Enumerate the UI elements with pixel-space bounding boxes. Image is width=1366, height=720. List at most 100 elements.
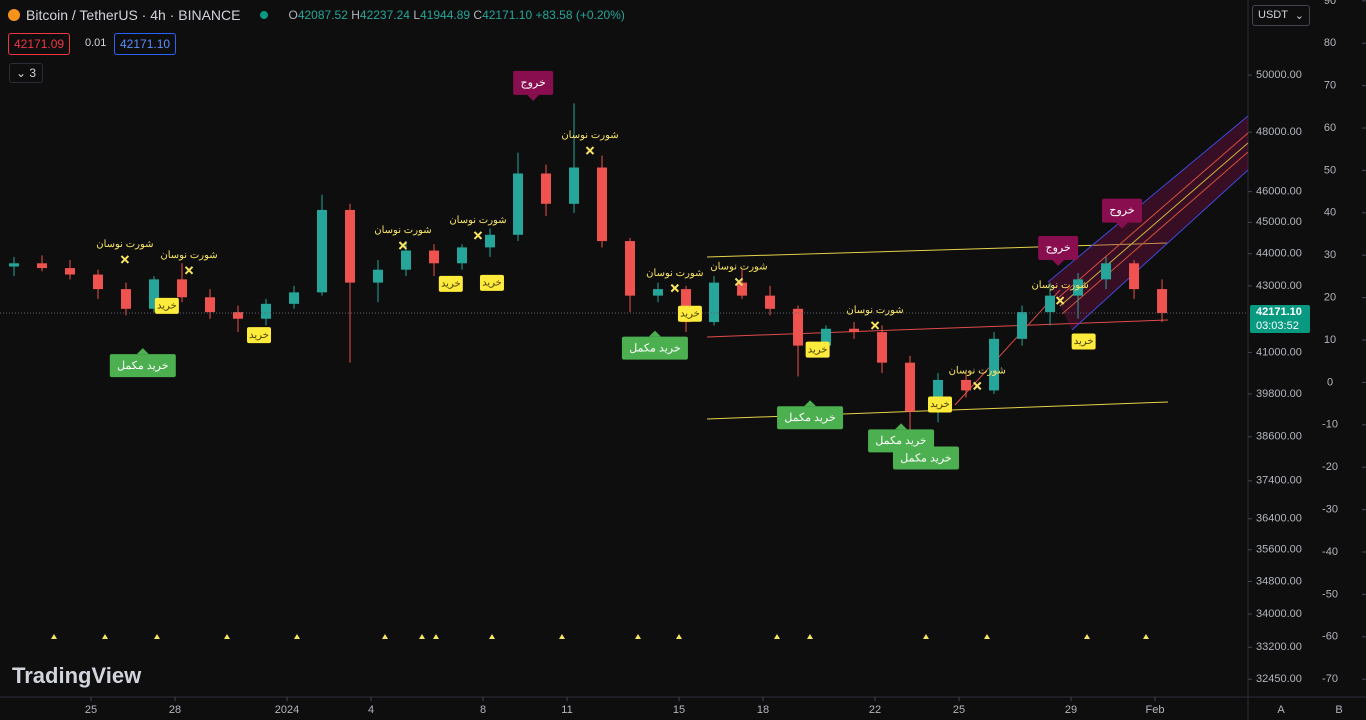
candle-body: [765, 295, 776, 309]
exit-box: [513, 70, 554, 95]
exit-label: خروج: [1109, 204, 1134, 216]
coin-icon: [8, 9, 20, 21]
candle-body: [177, 279, 188, 298]
y-tick-label: 34800.00: [1256, 575, 1302, 587]
last-price-label: 42171.10: [1256, 306, 1302, 318]
currency: USDT: [1258, 9, 1288, 21]
candle-body: [793, 308, 804, 346]
x-tick-label: 29: [1065, 704, 1077, 716]
trend-line: [706, 319, 1169, 338]
add-label: خرید مکمل: [784, 412, 835, 424]
ohlc-value: 42171.10: [482, 8, 533, 22]
add-label: خرید مکمل: [629, 343, 680, 355]
spread: 0.01: [85, 37, 107, 49]
short-label: شورت نوسان: [710, 262, 767, 273]
y-tick-label: 39800.00: [1256, 388, 1302, 400]
y-tick-label: 34000.00: [1256, 608, 1302, 620]
channel-line: [1047, 115, 1249, 283]
x-tick-label: 25: [85, 704, 97, 716]
x-tick-label: 8: [480, 704, 486, 716]
channel-line: [1059, 142, 1249, 307]
short-marker: [585, 146, 595, 155]
buy-label: خرید: [482, 278, 502, 289]
short-marker: [184, 266, 194, 275]
buy-box: [805, 341, 830, 358]
y-tick-label: 37400.00: [1256, 475, 1302, 487]
add-pointer: [919, 440, 932, 447]
buy-label: خرید: [930, 399, 950, 410]
candle-body: [121, 289, 132, 309]
exit-pointer: [1115, 222, 1128, 229]
x-tick-label: 28: [169, 704, 181, 716]
sell-price[interactable]: 42171.09: [8, 33, 71, 55]
candle-body: [1101, 263, 1112, 280]
y-tick-label: 46000.00: [1256, 186, 1302, 198]
short-marker: [734, 277, 744, 287]
candle-body: [261, 303, 272, 319]
watermark: TradingView: [12, 663, 142, 688]
indicator-toggle[interactable]: ⌄ 3: [9, 63, 44, 83]
y2-tick-label: 70: [1324, 80, 1336, 92]
short-marker: [398, 241, 408, 250]
y2-tick-label: 30: [1324, 249, 1336, 261]
symbol[interactable]: Bitcoin / TetherUS · 4h · BINANCE: [26, 7, 241, 23]
exit-label: خروج: [1046, 242, 1071, 254]
buy-price[interactable]: 42171.10: [114, 33, 177, 55]
buy-label: خرید: [441, 279, 461, 290]
y2-tick-label: 90: [1324, 0, 1336, 7]
exit-box: [1101, 198, 1142, 223]
candle-body: [233, 312, 244, 319]
candle-body: [989, 338, 1000, 391]
buy-box: [154, 297, 179, 314]
currency-select[interactable]: USDT ⌄: [1252, 5, 1310, 26]
scale-button[interactable]: A: [1277, 704, 1285, 716]
candle-body: [849, 328, 860, 333]
y-tick-label: 48000.00: [1256, 126, 1302, 138]
candle-body: [569, 167, 580, 204]
short-marker: [473, 231, 483, 240]
candle-body: [485, 234, 496, 248]
candle-body: [205, 297, 216, 313]
short-label: شورت نوسان: [561, 130, 618, 141]
channel-line: [1057, 132, 1249, 299]
candle-body: [1045, 295, 1056, 313]
buy-box: [479, 274, 504, 291]
add-pointer: [136, 348, 149, 355]
exit-pointer: [527, 94, 540, 101]
candle-body: [541, 173, 552, 204]
candle-body: [37, 263, 48, 269]
y-tick-label: 50000.00: [1256, 69, 1302, 81]
y-tick-label: 35600.00: [1256, 544, 1302, 556]
short-marker: [870, 321, 880, 330]
indicator-markers: [51, 634, 1149, 639]
exit-pointer: [1052, 260, 1065, 267]
countdown: 03:03:52: [1256, 320, 1299, 332]
y-tick-label: 32450.00: [1256, 673, 1302, 685]
candle-body: [653, 289, 664, 296]
x-tick-label: 25: [953, 704, 965, 716]
candle-body: [149, 279, 160, 309]
candle-body: [345, 209, 356, 283]
y2-tick-label: -20: [1322, 461, 1338, 473]
channel-fill: [1048, 116, 1248, 330]
candle-body: [317, 209, 328, 293]
buy-label: خرید: [249, 330, 269, 341]
y2-tick-label: 20: [1324, 292, 1336, 304]
candle-body: [457, 247, 468, 264]
status-dot: [260, 11, 269, 19]
candle-body: [709, 282, 720, 323]
buy-label: خرید: [157, 300, 177, 311]
indicator-count: 3: [29, 66, 37, 80]
ohlc-key: O: [288, 8, 298, 22]
candle-body: [9, 263, 20, 267]
buy-box: [927, 396, 952, 413]
candle-body: [905, 362, 916, 412]
trend-line: [954, 289, 1061, 406]
scale-button[interactable]: B: [1335, 704, 1342, 716]
buy-label: خرید: [1074, 336, 1094, 347]
short-label: شورت نوسان: [449, 215, 506, 226]
add-pointer: [895, 423, 908, 430]
candle-body: [597, 167, 608, 242]
add-pointer: [804, 400, 817, 407]
